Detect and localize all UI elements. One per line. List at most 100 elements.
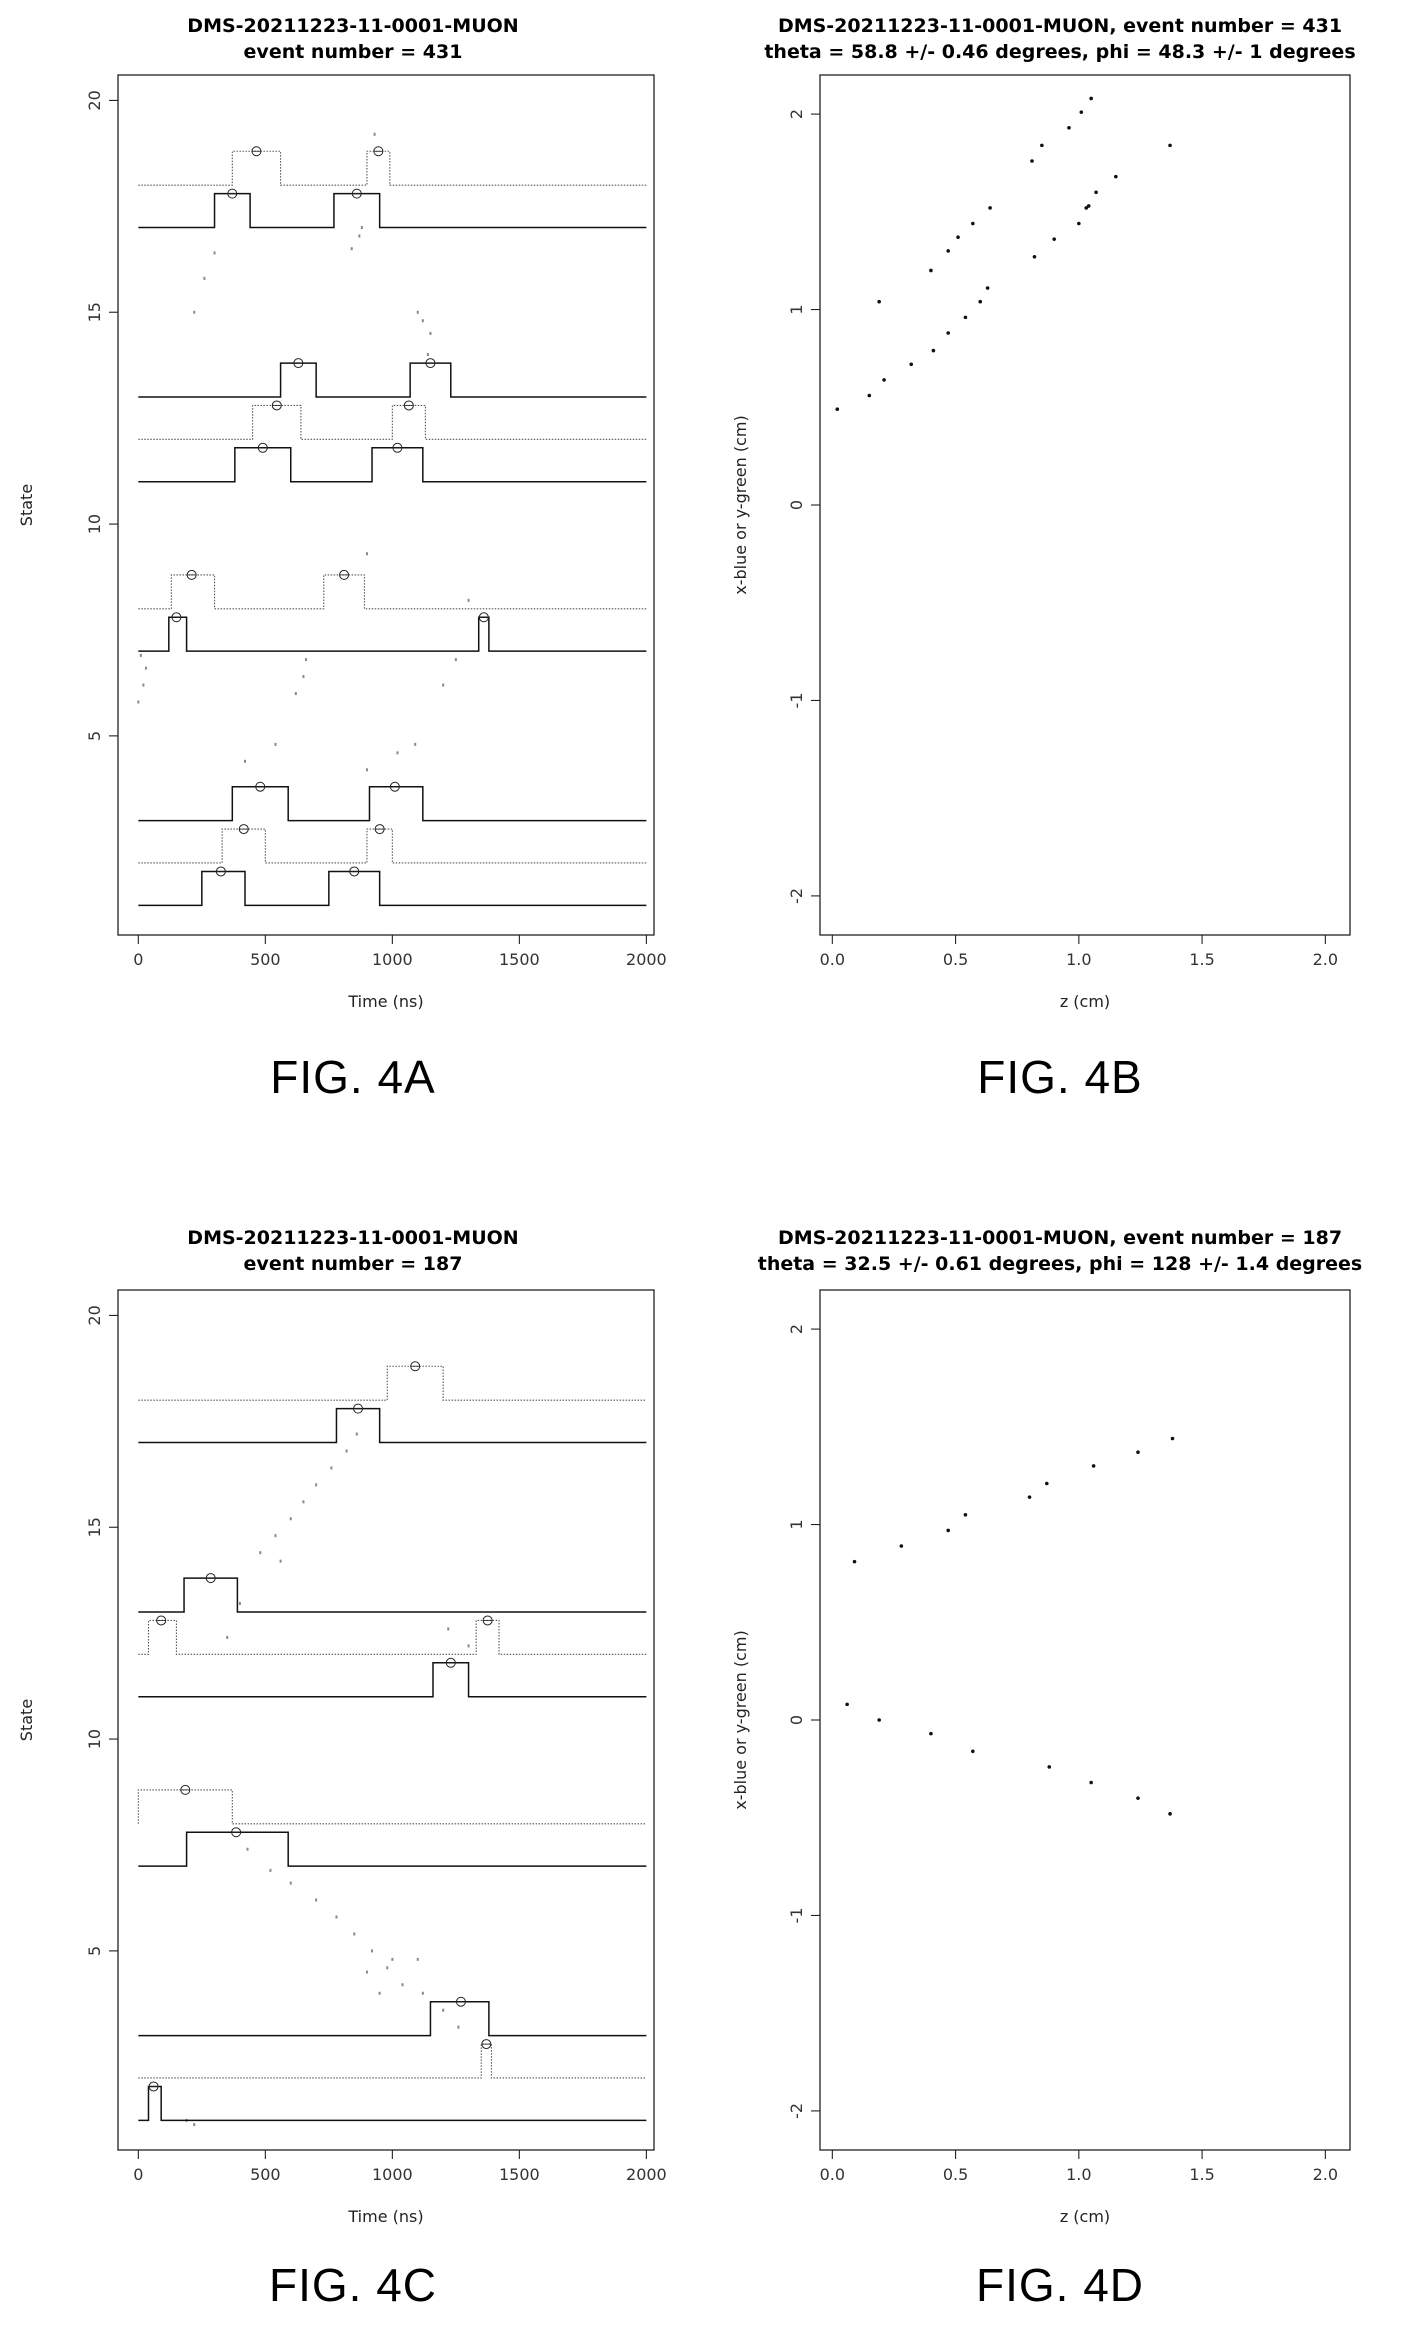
hit-dot [467, 598, 470, 602]
state-trace [138, 574, 647, 610]
hit-dot [269, 1868, 272, 1872]
data-point [1168, 1812, 1172, 1816]
data-point [946, 249, 950, 253]
pulse-marker [293, 358, 304, 369]
data-point [1084, 206, 1089, 210]
y-tick-label: 10 [85, 1729, 104, 1749]
y-tick-label: 10 [85, 514, 104, 534]
hit-dot [137, 700, 140, 704]
data-point [1114, 174, 1118, 179]
y-axis-title: x-blue or y-green (cm) [731, 415, 750, 595]
data-point [899, 1544, 904, 1548]
x-tick-label: 1.5 [1189, 2165, 1214, 2184]
y-tick-label: 5 [85, 731, 104, 741]
chart-title-line1: DMS-20211223-11-0001-MUON, event number … [777, 15, 1343, 37]
hit-dot [246, 1847, 249, 1851]
data-point [1047, 1765, 1052, 1769]
hit-dot [467, 1644, 470, 1648]
x-tick-label: 1.0 [1066, 950, 1091, 969]
scatter-chart-d: 0.0 0.5 1.0 1.5 2.0 -2 -1 0 1 2 z (cm) x-blue or y-… [731, 1289, 1351, 2226]
pulse-marker [374, 824, 385, 835]
data-point [835, 407, 840, 412]
hit-dot [391, 1957, 394, 1961]
data-point [1136, 1450, 1140, 1455]
hit-dot [378, 1991, 381, 1995]
hit-dot [365, 1970, 368, 1974]
hit-dot [454, 658, 457, 662]
hit-dot [304, 658, 307, 662]
hit-dot [330, 1466, 333, 1470]
pulse-marker [186, 569, 197, 580]
hit-dot [259, 1551, 262, 1555]
hit-dot [315, 1898, 318, 1902]
hit-dot [274, 1534, 277, 1538]
state-trace [138, 616, 647, 652]
pulse-marker [482, 1615, 493, 1626]
panel-fig-4c: DMS-20211223-11-0001-MUON event number =… [0, 1170, 705, 2341]
data-point [1032, 254, 1037, 259]
y-tick-label: -2 [787, 2103, 806, 2119]
state-trace [138, 2043, 647, 2079]
x-tick-label: 0.0 [820, 2165, 845, 2184]
y-tick-label: 20 [85, 90, 104, 110]
pulse-marker [231, 1827, 242, 1838]
hit-dot [426, 353, 429, 357]
chart-title-line1: DMS-20211223-11-0001-MUON, event number … [777, 1227, 1343, 1249]
pulse-marker [445, 1657, 456, 1668]
data-point [931, 348, 936, 353]
pulse-marker [238, 824, 249, 835]
x-tick-label: 1500 [499, 950, 540, 969]
hit-dot [373, 132, 376, 136]
data-point [929, 268, 933, 273]
data-point [978, 299, 983, 304]
y-axis-title: State [17, 484, 36, 526]
data-point [971, 221, 975, 226]
state-trace [138, 447, 647, 483]
data-point [1044, 1481, 1049, 1486]
pulse-marker [255, 781, 266, 792]
hit-dot [371, 1949, 374, 1953]
y-tick-label: 0 [787, 1715, 806, 1725]
hit-dot [193, 2123, 196, 2127]
pulse-marker [351, 188, 362, 199]
pulse-marker [156, 1615, 167, 1626]
hit-dot [139, 653, 142, 657]
x-tick-label: 500 [250, 2165, 281, 2184]
panel-fig-4d: DMS-20211223-11-0001-MUON, event number … [705, 1170, 1409, 2341]
state-trace [138, 870, 647, 907]
hit-dot [289, 1881, 292, 1885]
hit-dot [302, 1500, 305, 1504]
plot-frame [819, 1289, 1351, 2151]
y-tick-label: 1 [787, 1519, 806, 1529]
data-point [1168, 143, 1172, 148]
state-trace [138, 150, 647, 186]
pulse-marker [227, 188, 238, 199]
x-tick-label: 1000 [372, 950, 413, 969]
data-point [1030, 159, 1034, 163]
data-point [1089, 1780, 1093, 1785]
data-point [877, 1718, 881, 1722]
hit-dot [279, 1559, 282, 1563]
y-tick-label: 2 [787, 109, 806, 119]
plot-frame [117, 1289, 655, 2151]
pulse-marker [403, 400, 414, 411]
hit-dot [244, 759, 247, 763]
hit-dot [386, 1966, 389, 1970]
hit-dot [353, 1932, 356, 1936]
hit-dot [421, 319, 424, 323]
y-axis-title: x-blue or y-green (cm) [731, 1630, 750, 1810]
panel-fig-4a: DMS-20211223-11-0001-MUON event number =… [0, 0, 705, 1170]
data-point [963, 1512, 968, 1517]
x-tick-label: 0.5 [943, 2165, 968, 2184]
timing-chart-c: 0 500 1000 1500 2000 5 10 15 20 Time (ns) State [17, 1289, 667, 2226]
panel-fig-4b: DMS-20211223-11-0001-MUON, event number … [705, 0, 1409, 1170]
pulse-marker [271, 400, 282, 411]
x-axis-title: z (cm) [1060, 2207, 1110, 2226]
state-trace [138, 1831, 647, 1867]
hit-dot [442, 2008, 445, 2012]
state-trace [138, 1407, 647, 1444]
data-point [1077, 221, 1081, 226]
data-point [1027, 1495, 1032, 1499]
hit-dot [401, 1983, 404, 1987]
hit-dot [335, 1915, 338, 1919]
